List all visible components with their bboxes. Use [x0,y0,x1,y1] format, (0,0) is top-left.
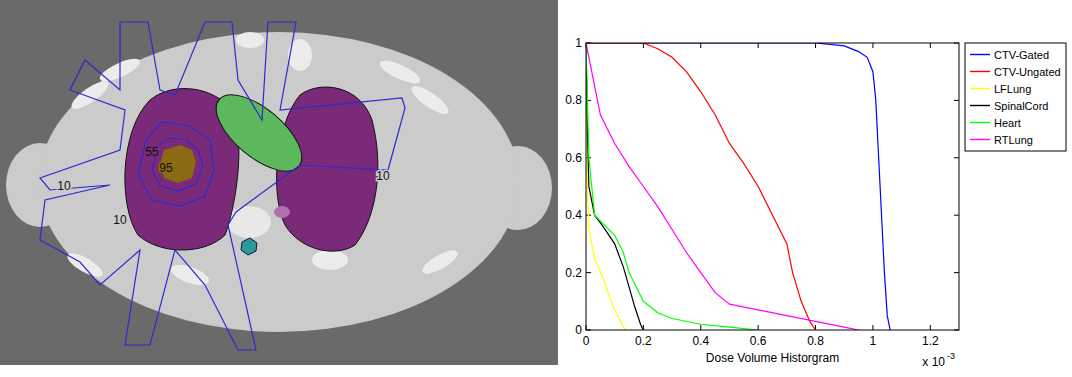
series-lines [586,43,890,330]
y-tick-label: 1 [575,36,582,50]
bone [236,32,264,48]
x-tick [872,325,873,330]
y-tick-label: 0.8 [565,93,582,107]
x-tick [815,43,816,48]
legend-label: Heart [994,117,1021,129]
y-tick [954,272,959,273]
spinal-cord [241,238,257,255]
y-tick-label: 0.2 [565,266,582,280]
legend-swatch [970,139,990,140]
legend-label: SpinalCord [994,100,1048,112]
x-tick [758,325,759,330]
legend-swatch [970,105,990,106]
bone [408,82,452,119]
isodose-label: 55 [145,145,159,159]
isodose-contour [138,122,214,206]
bone [64,249,106,281]
x-tick-label: 1.2 [922,334,939,348]
series-line [586,43,758,330]
legend-swatch [970,54,990,55]
isodose-label: 10 [376,169,390,183]
x-tick [758,43,759,48]
plot-area [586,43,959,330]
ct-image: 10 5595 10 10 [0,0,558,365]
x-tick-label: 0.4 [692,334,709,348]
isodose-contour [40,22,405,350]
bone [377,56,423,87]
tumor [160,145,196,183]
lung-detail [274,206,290,218]
legend-box [965,43,1066,151]
series-line [586,43,890,330]
x-tick [872,43,873,48]
isodose-label: 95 [159,161,173,175]
plot-frame [586,43,959,330]
isodose-label: 10 [57,179,71,193]
y-tick-label: 0 [575,323,582,337]
isodose-label: 10 [113,213,127,227]
x-tick [930,43,931,48]
x-tick [700,43,701,48]
vertebra [227,206,271,238]
legend-label: CTV-Gated [994,49,1049,61]
isodose-contour [152,138,203,191]
legend-swatch [970,122,990,123]
y-tick [586,272,591,273]
x-axis-title: Dose Volume Historgram [706,351,839,365]
legend-label: RTLung [994,134,1033,146]
x-tick [930,325,931,330]
legend-swatch [970,88,990,89]
x-tick-label: 1 [870,334,877,348]
legend-swatch [970,71,990,72]
page: 1055951010CTV-GatedCTV-UngatedLFLungSpin… [0,0,1072,377]
body [39,32,519,332]
legend-label: CTV-Ungated [994,66,1061,78]
x-tick-label: 0 [583,334,590,348]
legend: CTV-Gated CTV-Ungated LFLung SpinalCord Hear… [970,49,1061,146]
ct-background [0,0,558,365]
y-tick [954,100,959,101]
bone [419,246,461,278]
x-multiplier: x 10 [922,355,945,369]
y-tick [954,215,959,216]
y-tick [954,157,959,158]
x-tick-label: 0.6 [750,334,767,348]
bone [312,250,348,270]
x-tick-label: 0.8 [807,334,824,348]
heart [204,81,315,185]
y-tick-label: 0.4 [565,208,582,222]
x-tick [700,325,701,330]
y-tick-label: 0.6 [565,151,582,165]
x-multiplier-exponent: -3 [947,351,955,361]
legend-label: LFLung [994,83,1031,95]
x-tick-label: 0.2 [635,334,652,348]
series-line [586,43,816,330]
series-line [586,43,859,330]
